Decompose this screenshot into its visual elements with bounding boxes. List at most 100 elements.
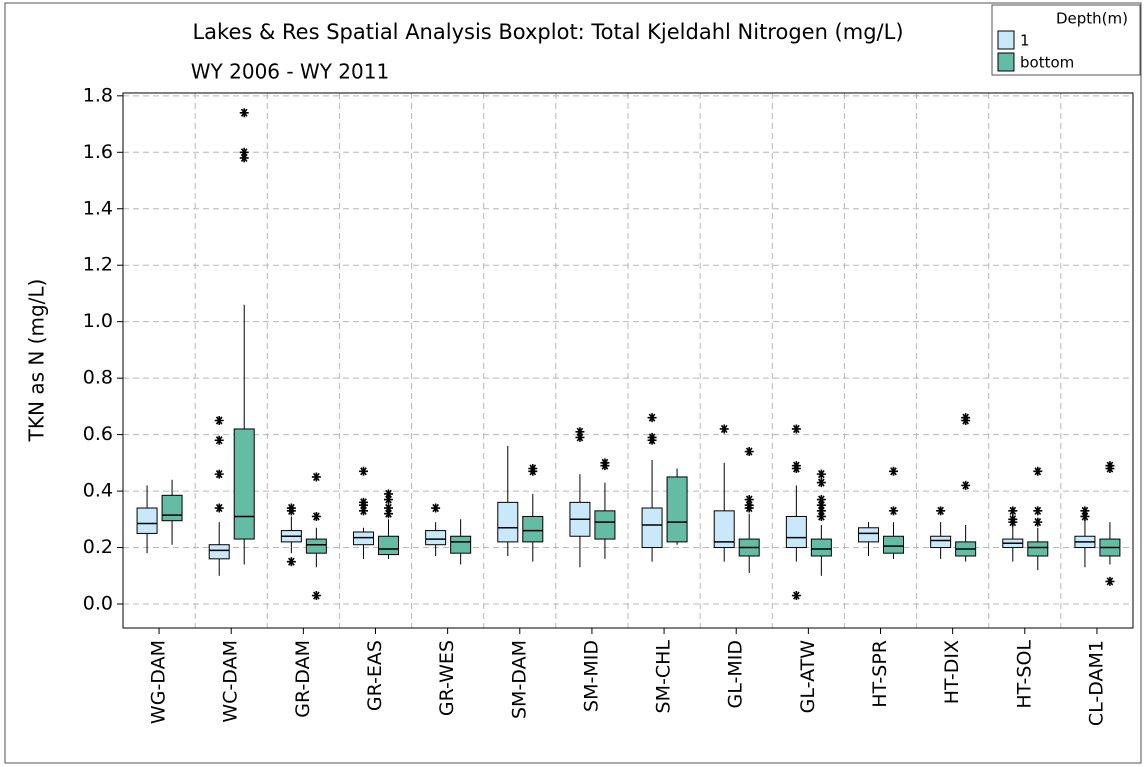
y-tick-label: 0.4 xyxy=(83,480,113,502)
box xyxy=(522,515,544,543)
outlier xyxy=(1080,506,1090,516)
outlier xyxy=(600,458,610,468)
box xyxy=(378,535,399,556)
outlier xyxy=(889,506,898,516)
box xyxy=(713,510,735,549)
box xyxy=(810,538,832,557)
outlier xyxy=(744,447,754,457)
outlier xyxy=(1008,514,1018,524)
outlier xyxy=(744,495,754,505)
legend-box xyxy=(991,4,1141,76)
chart-frame xyxy=(4,2,1142,764)
outlier xyxy=(791,424,801,434)
x-tick-label: WC-DAM xyxy=(220,640,242,723)
box xyxy=(136,507,158,534)
legend-label: 1 xyxy=(1020,32,1030,50)
outlier xyxy=(961,413,971,423)
outlier xyxy=(791,461,801,471)
outlier xyxy=(1033,517,1043,527)
outlier xyxy=(1033,506,1043,516)
x-tick-label: HT-SOL xyxy=(1013,640,1035,709)
y-tick-label: 0.2 xyxy=(83,536,113,558)
outlier xyxy=(647,413,657,423)
legend-title: Depth(m) xyxy=(1056,10,1128,28)
outlier xyxy=(816,469,826,479)
y-axis-label: TKN as N (mg/L) xyxy=(25,279,49,443)
legend-label: bottom xyxy=(1020,54,1074,72)
legend-swatch xyxy=(997,52,1015,72)
x-tick-label: CL-DAM1 xyxy=(1085,640,1107,726)
outlier xyxy=(384,489,393,499)
box xyxy=(858,527,879,543)
outlier xyxy=(647,432,657,442)
x-tick-label: GR-DAM xyxy=(292,640,314,718)
outlier xyxy=(239,108,249,118)
outlier xyxy=(816,506,826,516)
outlier xyxy=(936,506,946,516)
outlier xyxy=(1105,576,1115,586)
outlier xyxy=(214,469,224,479)
chart-subtitle: WY 2006 - WY 2011 xyxy=(191,60,389,84)
outlier xyxy=(816,495,826,505)
outlier xyxy=(384,503,393,513)
box xyxy=(1027,541,1049,557)
box xyxy=(425,530,447,546)
outlier xyxy=(286,503,296,513)
outlier xyxy=(1080,511,1090,521)
outlier xyxy=(311,591,321,601)
x-tick-label: GR-EAS xyxy=(364,640,386,711)
box xyxy=(883,535,904,554)
outlier xyxy=(816,500,826,510)
box xyxy=(930,535,952,549)
box xyxy=(305,538,327,554)
outlier xyxy=(359,497,368,507)
outlier xyxy=(889,466,898,476)
box xyxy=(666,476,688,543)
y-tick-label: 0.8 xyxy=(83,367,113,389)
outlier xyxy=(214,435,224,445)
x-tick-label: HT-SPR xyxy=(869,640,891,708)
y-tick-label: 0.6 xyxy=(83,423,113,445)
box xyxy=(785,515,807,549)
x-tick-label: HT-DIX xyxy=(941,640,963,704)
plot-area xyxy=(122,92,1134,629)
outlier xyxy=(311,472,321,482)
y-tick-label: 1.8 xyxy=(83,84,113,106)
y-tick-label: 0.0 xyxy=(83,593,113,615)
box xyxy=(450,535,472,554)
x-tick-label: WG-DAM xyxy=(148,640,170,724)
outlier xyxy=(744,500,754,510)
outlier xyxy=(214,415,224,425)
outlier xyxy=(359,466,368,476)
y-tick-label: 1.6 xyxy=(83,141,113,163)
box xyxy=(161,494,183,522)
x-tick-label: GL-ATW xyxy=(797,640,819,714)
outlier xyxy=(961,480,971,490)
outlier xyxy=(528,463,538,473)
outlier xyxy=(359,506,368,516)
x-tick-label: GL-MID xyxy=(725,640,747,708)
outlier xyxy=(286,557,296,567)
y-tick-label: 1.2 xyxy=(83,254,113,276)
chart-title: Lakes & Res Spatial Analysis Boxplot: To… xyxy=(192,20,903,44)
box xyxy=(497,501,519,543)
outlier xyxy=(239,153,249,163)
outlier xyxy=(214,503,224,513)
box xyxy=(233,428,255,540)
outlier xyxy=(384,495,393,505)
outlier xyxy=(311,511,321,521)
outlier xyxy=(575,427,585,437)
x-tick-label: SM-MID xyxy=(580,640,602,712)
x-tick-label: GR-WES xyxy=(436,640,458,716)
outlier xyxy=(384,509,393,519)
outlier xyxy=(1105,461,1115,471)
outlier xyxy=(719,424,729,434)
x-tick-label: SM-DAM xyxy=(508,640,530,719)
x-tick-label: SM-CHL xyxy=(653,640,675,714)
outlier xyxy=(816,478,826,488)
outlier xyxy=(816,511,826,521)
box xyxy=(641,507,663,549)
outlier xyxy=(575,432,585,442)
box xyxy=(208,544,230,560)
